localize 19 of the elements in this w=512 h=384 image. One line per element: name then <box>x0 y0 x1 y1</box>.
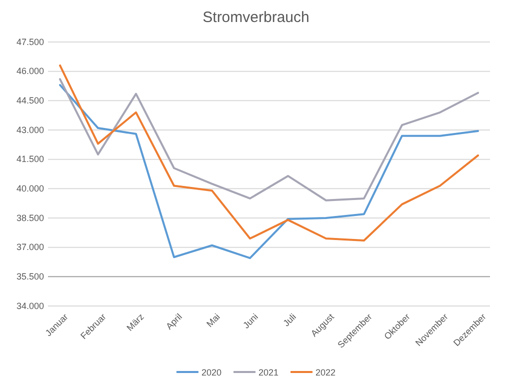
y-tick-label: 34.000 <box>16 300 44 311</box>
line-series <box>59 78 479 202</box>
legend-label: 2020 <box>201 368 222 378</box>
line-series <box>59 64 479 242</box>
y-tick-label: 37.000 <box>16 242 44 252</box>
legend-label: 2021 <box>258 368 279 378</box>
y-tick-label: 35.500 <box>16 272 44 282</box>
y-tick-label: 46.000 <box>16 66 44 76</box>
x-tick-label: Juli <box>281 312 298 328</box>
chart-title: Stromverbrauch <box>202 9 310 26</box>
legend-label: 2022 <box>316 368 336 378</box>
y-tick-label: 44.500 <box>16 96 44 106</box>
line-series <box>59 84 479 260</box>
y-tick-label: 40.000 <box>16 184 44 194</box>
y-tick-label: 41.500 <box>16 154 44 164</box>
x-tick-label: Mai <box>204 312 222 329</box>
y-tick-label: 47.500 <box>16 36 44 47</box>
y-tick-label: 38.500 <box>16 212 44 223</box>
y-tick-label: 43.000 <box>16 124 44 135</box>
